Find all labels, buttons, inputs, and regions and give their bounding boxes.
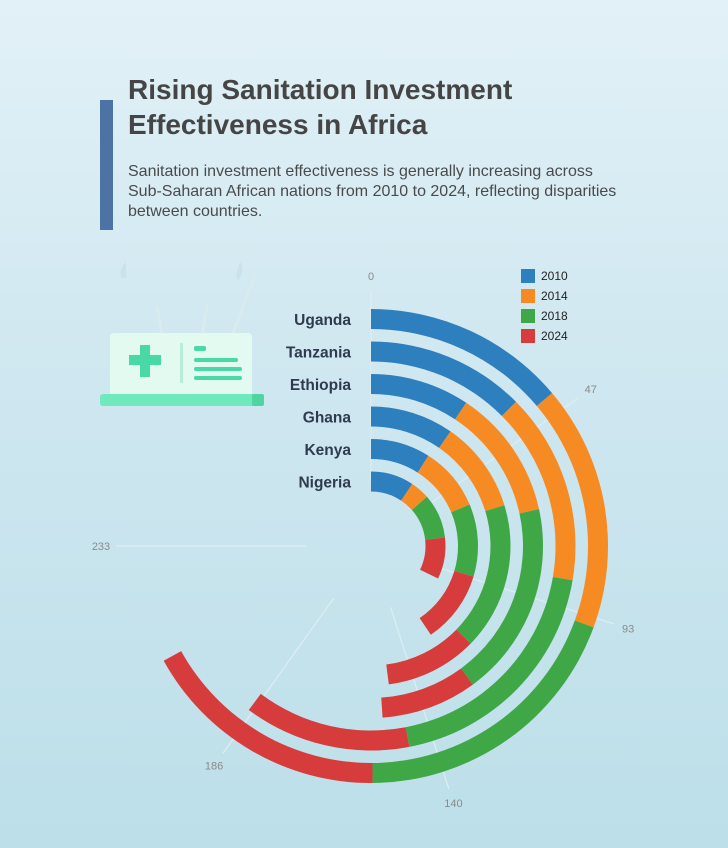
- bar-segment-ghana-2024: [386, 629, 471, 685]
- legend-swatch: [521, 289, 535, 303]
- bar-segment-tanzania-2010: [371, 341, 517, 416]
- bar-segment-nigeria-2018: [411, 496, 446, 540]
- category-label: Uganda: [294, 312, 351, 329]
- bar-segment-nigeria-2014: [401, 483, 427, 511]
- category-label: Ethiopia: [290, 377, 352, 394]
- legend-swatch: [521, 309, 535, 323]
- category-label: Kenya: [304, 442, 351, 459]
- bar-segment-nigeria-2010: [371, 471, 413, 501]
- legend-item-2010: 2010: [521, 266, 568, 286]
- bar-segment-kenya-2010: [371, 439, 429, 473]
- bar-segment-uganda-2014: [536, 393, 608, 628]
- legend-swatch: [521, 269, 535, 283]
- category-label: Nigeria: [298, 475, 351, 492]
- title-accent-bar: [100, 100, 113, 230]
- bar-segment-tanzania-2024: [248, 693, 410, 751]
- axis-tick-label: 233: [92, 541, 110, 553]
- page-subtitle: Sanitation investment effectiveness is g…: [128, 163, 617, 220]
- legend-label: 2024: [541, 329, 568, 343]
- axis-tick-label: 186: [205, 761, 223, 773]
- bar-segment-ethiopia-2010: [371, 374, 467, 420]
- axis-tick-label: 93: [622, 623, 634, 635]
- bar-segment-ghana-2010: [371, 406, 451, 448]
- bar-segment-ghana-2018: [456, 505, 511, 644]
- bar-segment-ethiopia-2018: [461, 509, 544, 685]
- category-label: Tanzania: [286, 345, 352, 362]
- bar-segment-tanzania-2014: [501, 401, 576, 581]
- legend: 2010 2014 2018 2024: [521, 266, 568, 346]
- bar-segment-uganda-2018: [372, 620, 594, 783]
- axis-tick-label: 140: [444, 798, 462, 810]
- bar-segment-ethiopia-2014: [455, 402, 540, 514]
- bar-segment-kenya-2014: [417, 455, 470, 513]
- category-label: Ghana: [303, 410, 352, 427]
- legend-item-2024: 2024: [521, 326, 568, 346]
- legend-label: 2014: [541, 289, 568, 303]
- clinic-icon: [100, 262, 264, 406]
- legend-label: 2018: [541, 309, 568, 323]
- legend-label: 2010: [541, 269, 568, 283]
- page-title: Rising Sanitation Investment Effectivene…: [128, 74, 513, 140]
- axis-tick-label: 0: [368, 271, 374, 283]
- bar-segment-ethiopia-2024: [381, 668, 473, 718]
- bar-segment-tanzania-2018: [405, 576, 573, 747]
- bar-segment-kenya-2024: [419, 570, 474, 635]
- bar-segment-kenya-2018: [451, 504, 478, 577]
- legend-swatch: [521, 329, 535, 343]
- bar-segment-nigeria-2024: [420, 537, 446, 579]
- bar-segment-ghana-2014: [439, 431, 505, 512]
- bar-segment-uganda-2010: [371, 309, 553, 407]
- axis-tick-label: 47: [585, 384, 597, 396]
- legend-item-2014: 2014: [521, 286, 568, 306]
- bar-segment-uganda-2024: [163, 651, 373, 783]
- legend-item-2018: 2018: [521, 306, 568, 326]
